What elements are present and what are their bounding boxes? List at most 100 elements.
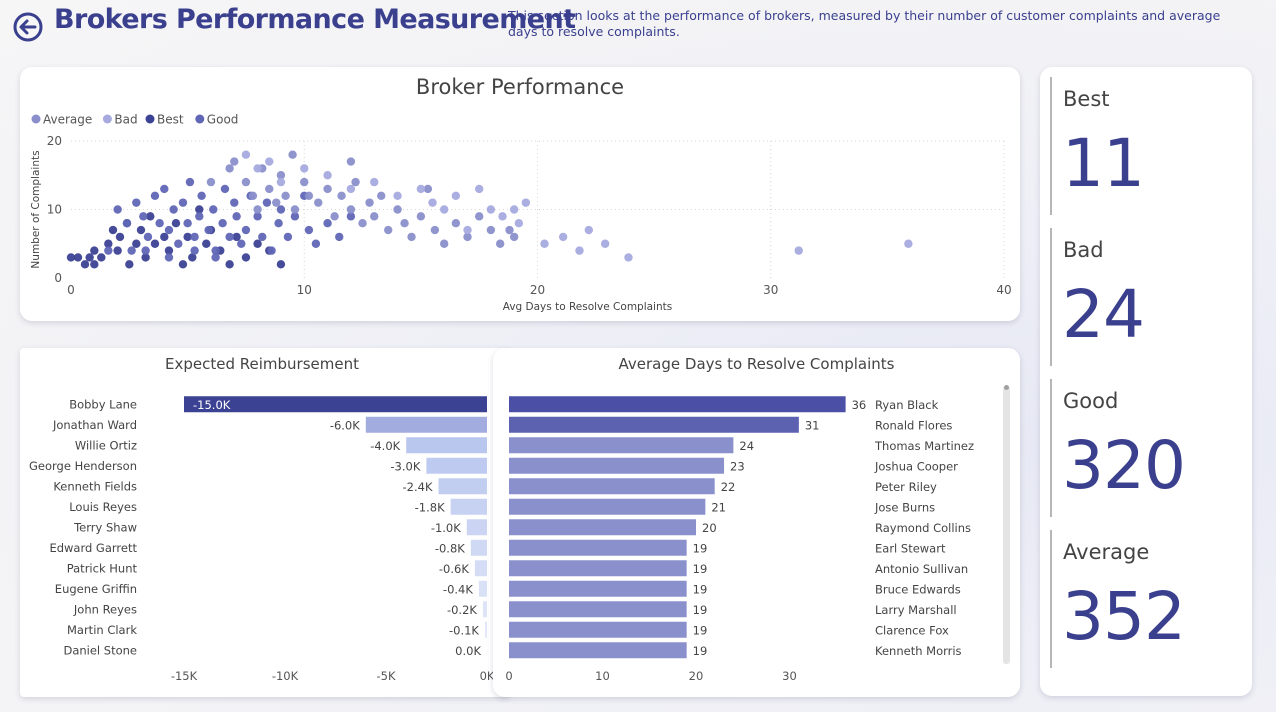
scatter-point-best <box>164 246 174 255</box>
reimb-data-label: -1.8K <box>415 500 445 514</box>
scatter-point-average <box>463 232 472 242</box>
scatter-point-average <box>370 212 379 221</box>
reimb-data-label: -1.0K <box>431 521 461 535</box>
scatter-point-bad <box>241 150 251 159</box>
reimb-category-label: Bobby Lane <box>69 397 137 411</box>
scatter-point-bad <box>428 198 437 207</box>
scatter-point-best <box>195 205 204 214</box>
scatter-point-best <box>90 260 99 269</box>
reimb-bar <box>438 478 487 495</box>
scatter-point-best <box>178 260 188 269</box>
scatter-point-average <box>423 184 433 194</box>
scatter-point-average <box>346 157 356 166</box>
scatter-point-good <box>127 246 136 255</box>
reimb-category-label: Terry Shaw <box>73 520 137 534</box>
scatter-point-bad <box>486 205 496 214</box>
scroll-up-icon[interactable] <box>1004 385 1009 390</box>
scatter-point-best <box>141 253 150 262</box>
days-chart[interactable]: 36 Ryan Black 31 Ronald Flores 24 Thomas Mart… <box>493 348 1020 697</box>
days-data-label: 19 <box>693 603 708 617</box>
reimb-bar <box>474 560 487 577</box>
scatter-point-bad <box>393 191 402 200</box>
scatter-point-good <box>290 212 300 221</box>
days-bar <box>509 580 687 597</box>
scatter-point-good <box>174 239 183 248</box>
scatter-point-bad <box>540 239 549 248</box>
reimb-category-label: George Henderson <box>29 459 137 473</box>
scatter-point-bad <box>440 205 449 214</box>
scrollbar[interactable] <box>1003 386 1010 664</box>
scatter-point-average <box>351 177 360 187</box>
scatter-point-average <box>281 191 290 200</box>
scatter-point-good <box>113 205 122 214</box>
scatter-point-average <box>393 205 402 214</box>
kpi-average: Average 352 <box>1050 530 1242 668</box>
expected-reimbursement-card[interactable]: Expected Reimbursement Bobby Lane -15.0K J… <box>20 348 510 697</box>
reimb-data-label: -4.0K <box>370 439 400 453</box>
scatter-point-best <box>85 253 94 262</box>
days-bar <box>509 416 799 433</box>
scatter-point-average <box>206 177 216 187</box>
scatter-point-bad <box>794 246 803 255</box>
days-data-label: 19 <box>693 623 708 637</box>
reimbursement-chart[interactable]: Bobby Lane -15.0K Jonathan Ward -6.0K Willie… <box>20 348 510 697</box>
x-tick-label: 20 <box>530 283 545 297</box>
scatter-point-best <box>108 225 118 235</box>
days-data-label: 23 <box>730 459 745 473</box>
avg-days-card[interactable]: Average Days to Resolve Complaints 36 Rya… <box>493 348 1020 697</box>
scatter-point-good <box>143 232 153 242</box>
x-tick-label: 40 <box>996 283 1011 297</box>
scatter-point-good <box>211 253 220 262</box>
scatter-point-bad <box>584 225 594 235</box>
days-x-tick-label: 30 <box>782 669 797 683</box>
reimb-bar <box>470 539 487 556</box>
days-bar <box>509 519 696 536</box>
scatter-point-best <box>188 253 197 262</box>
scatter-point-good <box>190 232 199 242</box>
scatter-point-bad <box>498 212 507 221</box>
reimb-data-label: -0.4K <box>443 582 473 596</box>
kpi-good-value: 320 <box>1062 427 1186 504</box>
scatter-point-average <box>241 177 251 187</box>
legend-label-average: Average <box>43 113 92 127</box>
y-axis-label: Number of Complaints <box>30 150 42 268</box>
days-bar <box>509 478 715 495</box>
days-x-tick-label: 10 <box>595 669 610 683</box>
scatter-point-best <box>253 239 262 248</box>
scatter-point-good <box>335 232 344 242</box>
scatter-point-good <box>232 212 241 221</box>
kpi-bad: Bad 24 <box>1050 228 1242 366</box>
scatter-point-bad <box>509 205 519 214</box>
scatter-point-average <box>323 184 332 194</box>
scatter-point-average <box>337 191 346 200</box>
days-bar <box>509 601 687 618</box>
scatter-point-best <box>80 260 90 269</box>
scatter-point-average <box>474 212 484 221</box>
reimb-data-label: -0.6K <box>439 562 469 576</box>
reimb-bar <box>482 601 487 618</box>
back-button[interactable] <box>13 12 43 42</box>
kpi-best-label: Best <box>1063 87 1110 111</box>
scatter-point-good <box>139 212 148 221</box>
scatter-point-good <box>197 191 206 200</box>
broker-performance-card[interactable]: Broker Performance Average Bad Best Good 0 10… <box>20 67 1020 321</box>
reimb-data-label: -15.0K <box>193 398 231 412</box>
scatter-point-good <box>346 212 356 221</box>
scatter-point-good <box>122 219 132 228</box>
scatter-point-good <box>164 225 174 235</box>
days-bar <box>509 437 734 454</box>
scatter-point-good <box>241 225 251 235</box>
reimb-x-tick-label: -10K <box>272 669 299 683</box>
scatter-point-good <box>225 232 234 242</box>
scatter-chart[interactable]: Average Bad Best Good 0 10 20 0 10 20 30 40 Avg Days… <box>20 67 1020 321</box>
scatter-point-best <box>183 232 192 242</box>
days-category-label: Kenneth Morris <box>875 644 962 658</box>
reimb-data-label: -0.8K <box>435 541 465 555</box>
scatter-point-average <box>276 171 286 180</box>
scatter-point-bad <box>300 164 309 173</box>
reimb-category-label: Edward Garrett <box>49 541 137 555</box>
scatter-point-best <box>115 232 125 242</box>
days-category-label: Bruce Edwards <box>875 582 961 596</box>
scatter-point-average <box>509 232 519 242</box>
scatter-point-best <box>171 219 181 228</box>
